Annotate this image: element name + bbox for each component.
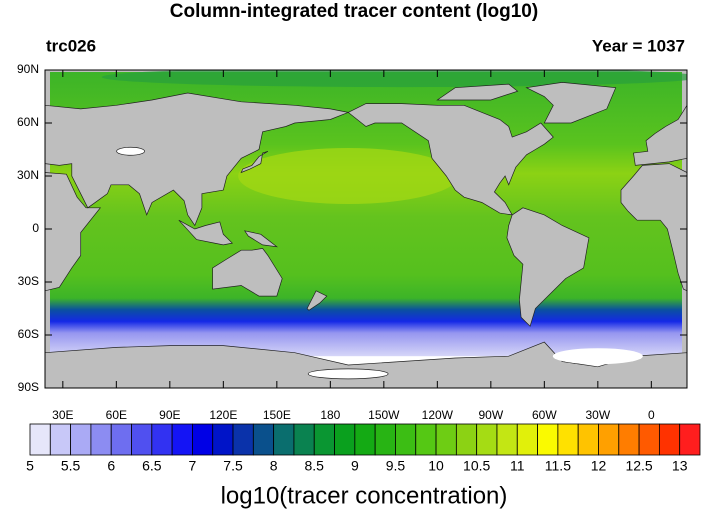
land-africa — [45, 172, 102, 292]
lon-tick-label: 0 — [648, 408, 655, 422]
colorbar-title: log10(tracer concentration) — [221, 482, 508, 509]
colorbar-box — [151, 423, 173, 456]
land-japan — [240, 150, 269, 174]
lat-tick-label: 30S — [18, 274, 39, 288]
colorbar-box — [273, 423, 295, 456]
colorbar-label: 10.5 — [463, 458, 490, 474]
colorbar-box — [435, 423, 457, 456]
land-new-guinea — [243, 230, 279, 248]
colorbar-label: 8 — [270, 458, 278, 474]
colorbar-box — [537, 423, 559, 456]
lon-tick-label: 30E — [52, 408, 73, 422]
colorbar-label: 7.5 — [223, 458, 243, 474]
colorbar-box — [252, 423, 275, 456]
land-north-america — [347, 103, 554, 216]
colorbar-box — [29, 423, 51, 456]
colorbar-label: 10 — [428, 458, 444, 474]
land-indonesia — [178, 219, 234, 246]
land-arctic-islands — [436, 83, 519, 101]
lon-tick-label: 150E — [263, 408, 291, 422]
colorbar-box — [496, 423, 518, 456]
map-area — [45, 70, 687, 388]
lon-tick-label: 180 — [320, 408, 340, 422]
left-label: trc026 — [46, 36, 96, 55]
colorbar-box — [455, 423, 478, 456]
lon-tick-label: 90E — [159, 408, 180, 422]
colorbar-box — [131, 423, 153, 456]
colorbar-box — [679, 423, 701, 456]
colorbar-label: 11 — [510, 458, 525, 474]
right-label: Year = 1037 — [592, 36, 685, 55]
colorbar-label: 12 — [591, 458, 607, 474]
colorbar-box — [171, 423, 193, 456]
colorbar-box — [577, 423, 599, 456]
lat-tick-label: 90N — [17, 62, 39, 76]
colorbar-label: 9 — [351, 458, 359, 474]
colorbar-box — [557, 423, 579, 456]
colorbar-box — [598, 423, 620, 456]
colorbar-box — [658, 423, 681, 456]
lat-tick-label: 90S — [18, 380, 39, 394]
colorbar-box — [354, 423, 376, 456]
colorbar-box — [192, 423, 214, 456]
colorbar-box — [618, 423, 640, 456]
ross-ice — [307, 368, 389, 380]
colorbar-box — [415, 423, 437, 456]
lon-tick-label: 30W — [585, 408, 610, 422]
lon-tick-label: 60E — [106, 408, 127, 422]
land-australia — [212, 248, 283, 297]
colorbar-box — [293, 423, 315, 456]
colorbar-box — [334, 423, 356, 456]
colorbar-box — [374, 423, 396, 456]
land-antarctica — [45, 341, 687, 388]
lat-tick-label: 30N — [17, 168, 39, 182]
lat-tick-label: 60N — [17, 115, 39, 129]
colorbar-box — [212, 423, 234, 456]
colorbar-label: 5.5 — [61, 458, 81, 474]
colorbar-label: 6.5 — [142, 458, 162, 474]
arctic-low — [101, 70, 687, 88]
colorbar-box — [90, 423, 112, 456]
lon-tick-label: 120E — [209, 408, 237, 422]
colorbar-box — [110, 423, 132, 456]
land-greenland — [525, 82, 617, 124]
caspian-ice — [116, 146, 145, 156]
colorbar-label: 7 — [189, 458, 197, 474]
colorbar-box — [476, 423, 498, 456]
colorbar-box — [49, 423, 72, 456]
colorbar-box — [516, 423, 538, 456]
land-south-america — [506, 207, 590, 327]
lon-tick-label: 60W — [532, 408, 557, 422]
weddell-ice — [552, 348, 643, 365]
lat-tick-label: 0 — [32, 221, 39, 235]
lon-tick-label: 120W — [422, 408, 454, 422]
lat-tick-label: 60S — [18, 327, 39, 341]
lon-tick-label: 90W — [478, 408, 503, 422]
land-west-africa — [620, 163, 687, 292]
colorbar-box — [70, 423, 92, 456]
lon-tick-label: 150W — [368, 408, 400, 422]
colorbar-box — [638, 423, 660, 456]
colorbar-box — [395, 423, 417, 456]
colorbar-label: 8.5 — [305, 458, 325, 474]
land-eurasia — [45, 92, 350, 227]
colorbar-box — [313, 423, 335, 456]
colorbar-box — [232, 423, 254, 456]
colorbar-label: 9.5 — [386, 458, 406, 474]
north-pacific-high — [238, 148, 459, 204]
colorbar-label: 5 — [26, 458, 34, 474]
colorbar-label: 12.5 — [625, 458, 652, 474]
colorbar-label: 6 — [107, 458, 115, 474]
land-europe — [633, 104, 687, 166]
colorbar-label: 11.5 — [545, 458, 571, 474]
land-new-zealand — [306, 290, 328, 311]
map-title: Column-integrated tracer content (log10) — [170, 1, 538, 22]
colorbar-label: 13 — [672, 458, 688, 474]
